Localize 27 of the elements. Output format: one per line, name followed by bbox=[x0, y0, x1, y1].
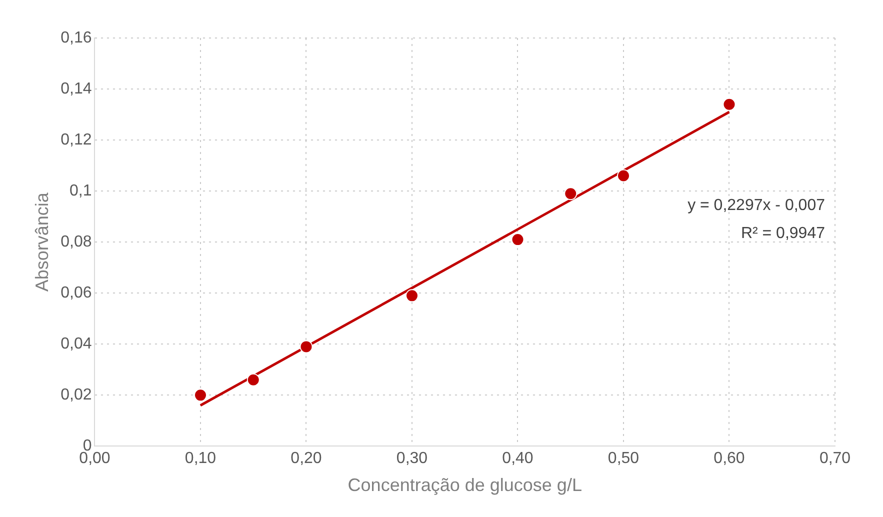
x-tick-label: 0,40 bbox=[502, 450, 534, 468]
y-axis-title: Absorvância bbox=[32, 192, 52, 292]
point bbox=[405, 289, 418, 302]
point bbox=[194, 388, 207, 402]
x-tick-label: 0,10 bbox=[184, 450, 216, 468]
x-tick-label: 0,60 bbox=[714, 450, 745, 468]
y-tick-label: 0,02 bbox=[60, 386, 92, 404]
x-tick-label: 0,20 bbox=[290, 450, 322, 468]
point bbox=[722, 98, 736, 111]
x-tick-label: 0,70 bbox=[819, 450, 851, 468]
point bbox=[300, 340, 313, 354]
x-axis-title: Concentração de glucose g/L bbox=[348, 475, 582, 496]
point bbox=[616, 169, 630, 182]
y-tick-label: 0,08 bbox=[60, 234, 92, 251]
y-tick-label: 0,14 bbox=[60, 80, 92, 98]
annotation: R² = 0,9947 bbox=[740, 225, 826, 242]
y-tick-label: 0,04 bbox=[60, 336, 92, 353]
y-tick-label: 0,1 bbox=[69, 182, 92, 200]
point bbox=[511, 233, 524, 246]
x-tick-label: 0,30 bbox=[396, 450, 428, 468]
y-tick-label: 0,16 bbox=[60, 29, 92, 46]
point bbox=[246, 373, 260, 386]
annotation: y = 0,2297x - 0,007 bbox=[688, 197, 826, 214]
y-tick-label: 0,12 bbox=[60, 131, 92, 148]
y-tick-label: 0,06 bbox=[60, 284, 92, 302]
point bbox=[564, 187, 578, 200]
x-tick-label: 0,50 bbox=[608, 450, 640, 468]
